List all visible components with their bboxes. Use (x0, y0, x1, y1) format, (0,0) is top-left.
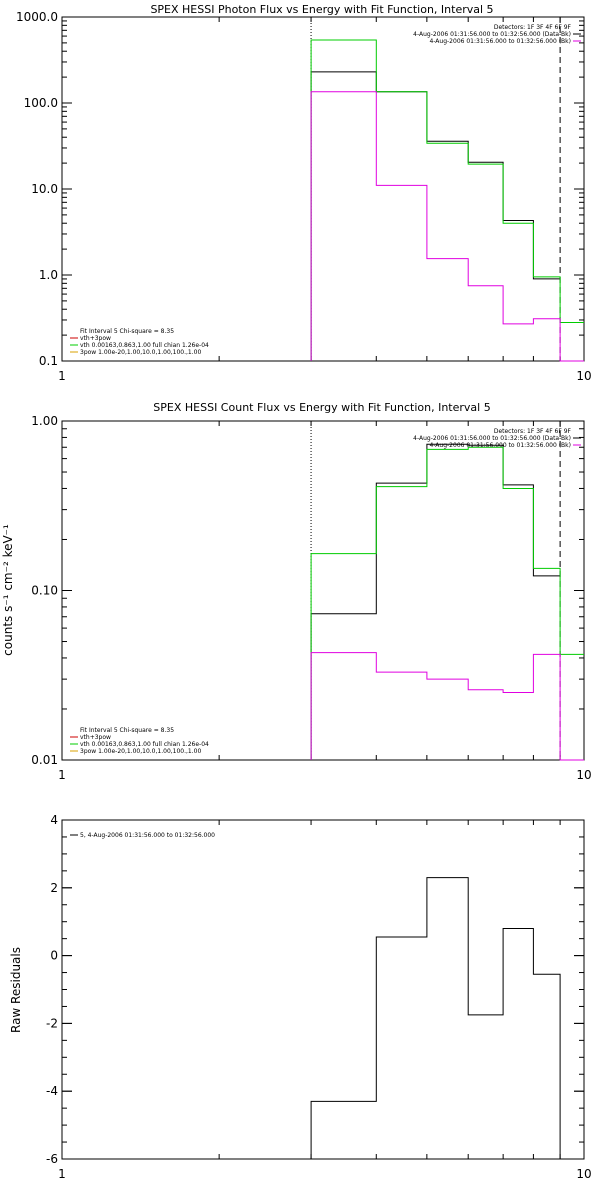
residuals-y-tick-label: -6 (46, 1152, 58, 1166)
count-flux-plot: 1 10 0.01 0.10 1.00 Detectors: 1F 3F 4F 6F 9F… (31, 414, 591, 782)
count-flux-title: SPEX HESSI Count Flux vs Energy with Fit… (153, 401, 490, 414)
photon-flux-series-green (310, 39, 584, 361)
residuals-y-tick-label: -4 (46, 1084, 58, 1098)
residuals-y-tick-label: 4 (50, 813, 58, 827)
photon-flux-y-tick-label: 1.0 (39, 268, 58, 282)
photon-flux-y-tick-label: 100.0 (24, 96, 58, 110)
photon-flux-legend-entry: 4-Aug-2006 01:31:56.000 to 01:32:56.000 … (429, 38, 571, 45)
residuals-ylabel: Raw Residuals (9, 947, 23, 1033)
count-flux-y-tick-label: 1.00 (31, 414, 58, 428)
residuals-y-tick-label: 0 (50, 949, 58, 963)
photon-flux-legend-entry: vth 0.00163,0.863,1.00 full chian 1.26e-… (80, 342, 209, 349)
photon-flux-y-tick-label: 0.1 (39, 354, 58, 368)
photon-flux-x-tick-label: 10 (576, 369, 591, 383)
photon-flux-panel: SPEX HESSI Photon Flux vs Energy with Fi… (16, 3, 592, 383)
photon-flux-series-magenta (310, 91, 584, 362)
count-flux-series-magenta (310, 652, 584, 761)
count-flux-x-tick-label: 1 (58, 768, 66, 782)
count-flux-ylabel: counts s⁻¹ cm⁻² keV⁻¹ (1, 524, 15, 656)
residuals-x-tick-label: 1 (58, 1167, 66, 1181)
count-flux-series-black (310, 443, 561, 760)
count-flux-legend-entry: Detectors: 1F 3F 4F 6F 9F (494, 428, 572, 435)
residuals-x-tick-label: 10 (576, 1167, 591, 1181)
residuals-panel: Raw Residuals 1 10 -6 -4 -2 0 2 4 5, 4-Aug-2006 … (9, 813, 592, 1181)
photon-flux-legend-entry: vth+3pow (80, 335, 111, 342)
count-flux-y-tick-label: 0.01 (31, 753, 58, 767)
count-flux-legend-entry: vth 0.00163,0.863,1.00 full chian 1.26e-… (80, 741, 209, 748)
residuals-plot: 1 10 -6 -4 -2 0 2 4 5, 4-Aug-2006 01:31:56.000 t… (46, 813, 592, 1181)
photon-flux-legend-entry: Fit Interval 5 Chi-square = 8.35 (80, 328, 174, 335)
count-flux-legend-entry: Fit Interval 5 Chi-square = 8.35 (80, 727, 174, 734)
count-flux-legend-entry: vth+3pow (80, 734, 111, 741)
photon-flux-y-tick-label: 1000.0 (16, 10, 58, 24)
count-flux-legend-entry: 4-Aug-2006 01:31:56.000 to 01:32:56.000 … (413, 435, 571, 442)
residuals-legend-entry: 5, 4-Aug-2006 01:31:56.000 to 01:32:56.0… (80, 832, 215, 839)
count-flux-legend-entry: 4-Aug-2006 01:31:56.000 to 01:32:56.000 … (429, 442, 571, 449)
photon-flux-y-tick-label: 10.0 (31, 182, 58, 196)
residuals-y-tick-label: 2 (50, 881, 58, 895)
count-flux-series-green (310, 446, 584, 760)
photon-flux-x-tick-label: 1 (58, 369, 66, 383)
photon-flux-legend-entry: Detectors: 1F 3F 4F 6F 9F (494, 24, 572, 31)
residuals-y-tick-label: -2 (46, 1016, 58, 1030)
count-flux-x-tick-label: 10 (576, 768, 591, 782)
residuals-series-black (310, 877, 561, 1159)
photon-flux-legend-entry: 4-Aug-2006 01:31:56.000 to 01:32:56.000 … (413, 31, 571, 38)
count-flux-legend-entry: 3pow 1.00e-20,1.00,10.0,1.00,100.,1.00 (80, 748, 201, 755)
photon-flux-legend-entry: 3pow 1.00e-20,1.00,10.0,1.00,100.,1.00 (80, 349, 201, 356)
photon-flux-plot: 1 10 0.1 1.0 10.0 100.0 1000.0 Detectors: 1F 3F… (16, 10, 592, 383)
photon-flux-title: SPEX HESSI Photon Flux vs Energy with Fi… (150, 3, 493, 16)
count-flux-panel: SPEX HESSI Count Flux vs Energy with Fit… (1, 401, 592, 782)
count-flux-y-tick-label: 0.10 (31, 584, 58, 598)
